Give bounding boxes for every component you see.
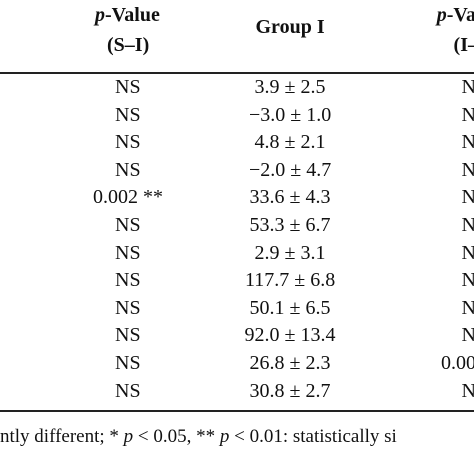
table-cell: NS bbox=[115, 269, 141, 292]
table-cell: 3.9 ± 2.5 bbox=[254, 76, 326, 98]
footnote: ntly different; * p < 0.05, ** p < 0.01:… bbox=[0, 426, 397, 447]
table-cell: NS bbox=[115, 131, 141, 154]
table-cell: NS bbox=[115, 352, 141, 374]
table-cell: N bbox=[461, 324, 474, 347]
table-cell: 30.8 ± 2.7 bbox=[249, 379, 331, 402]
table-cell: 50.1 ± 6.5 bbox=[249, 296, 331, 319]
table-cell: N bbox=[461, 269, 474, 292]
header-cell: p-Value bbox=[95, 4, 160, 26]
table-cell: 33.6 ± 4.3 bbox=[249, 186, 331, 209]
table-cell: NS bbox=[115, 379, 141, 402]
table-cell: NS bbox=[115, 296, 141, 319]
table-cell: 0.00 bbox=[441, 352, 474, 374]
table-cell: N bbox=[461, 241, 474, 264]
table-cell: NS bbox=[115, 324, 141, 347]
table-cell: NS bbox=[115, 214, 141, 236]
table-cell: −3.0 ± 1.0 bbox=[249, 103, 332, 126]
table-cell: 4.8 ± 2.1 bbox=[254, 131, 326, 154]
table-cell: N bbox=[461, 158, 474, 181]
table-cell: NS bbox=[115, 158, 141, 181]
table-cell: N bbox=[461, 214, 474, 236]
header-cell: (S–I) bbox=[107, 34, 150, 56]
table-cell: 117.7 ± 6.8 bbox=[245, 269, 336, 292]
table-cell: 92.0 ± 13.4 bbox=[244, 324, 336, 347]
table-cell: N bbox=[461, 103, 474, 126]
table-cell: N bbox=[461, 296, 474, 319]
header-cell: Group I bbox=[255, 16, 325, 38]
table-cell: NS bbox=[115, 76, 141, 98]
table-cell: 26.8 ± 2.3 bbox=[249, 352, 331, 374]
table-cell: NS bbox=[115, 241, 141, 264]
table-cell: N bbox=[461, 379, 474, 402]
header-cell: (I– bbox=[453, 34, 474, 56]
bottom-rule bbox=[0, 410, 474, 412]
table-cell: 2.9 ± 3.1 bbox=[254, 241, 326, 264]
table-cell: N bbox=[461, 186, 474, 209]
header-cell: p-Va bbox=[436, 4, 474, 26]
table-cell: −2.0 ± 4.7 bbox=[249, 158, 332, 181]
header-rule bbox=[0, 72, 474, 74]
table-cell: N bbox=[461, 131, 474, 154]
table-cell: 0.002 ** bbox=[93, 186, 163, 209]
table-cell: 53.3 ± 6.7 bbox=[249, 214, 331, 236]
table-cell: N bbox=[461, 76, 474, 98]
table-cell: NS bbox=[115, 103, 141, 126]
